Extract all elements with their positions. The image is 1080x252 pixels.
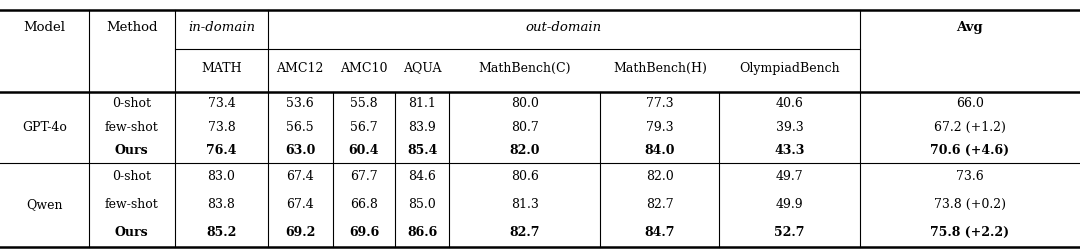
Text: MathBench(H): MathBench(H) [613, 61, 706, 75]
Text: AMC12: AMC12 [276, 61, 324, 75]
Text: 84.0: 84.0 [645, 144, 675, 157]
Text: 69.2: 69.2 [285, 226, 315, 239]
Text: 0-shot: 0-shot [112, 170, 151, 183]
Text: few-shot: few-shot [105, 198, 159, 211]
Text: few-shot: few-shot [105, 121, 159, 134]
Text: 0-shot: 0-shot [112, 97, 151, 110]
Text: Ours: Ours [114, 144, 149, 157]
Text: MathBench(C): MathBench(C) [478, 61, 571, 75]
Text: 40.6: 40.6 [775, 97, 804, 110]
Text: 67.2 (+1.2): 67.2 (+1.2) [934, 121, 1005, 134]
Text: Qwen: Qwen [26, 198, 63, 211]
Text: 52.7: 52.7 [774, 226, 805, 239]
Text: out-domain: out-domain [526, 21, 602, 34]
Text: 75.8 (+2.2): 75.8 (+2.2) [930, 226, 1010, 239]
Text: Ours: Ours [114, 226, 149, 239]
Text: 43.3: 43.3 [774, 144, 805, 157]
Text: AMC10: AMC10 [340, 61, 388, 75]
Text: 49.7: 49.7 [775, 170, 804, 183]
Text: 83.9: 83.9 [408, 121, 436, 134]
Text: 82.0: 82.0 [510, 144, 540, 157]
Text: 82.7: 82.7 [510, 226, 540, 239]
Text: 67.7: 67.7 [350, 170, 378, 183]
Text: 70.6 (+4.6): 70.6 (+4.6) [930, 144, 1010, 157]
Text: 81.3: 81.3 [511, 198, 539, 211]
Text: 81.1: 81.1 [408, 97, 436, 110]
Text: 85.4: 85.4 [407, 144, 437, 157]
Text: 73.6: 73.6 [956, 170, 984, 183]
Text: 39.3: 39.3 [775, 121, 804, 134]
Text: 56.5: 56.5 [286, 121, 314, 134]
Text: 82.0: 82.0 [646, 170, 674, 183]
Text: 67.4: 67.4 [286, 170, 314, 183]
Text: 77.3: 77.3 [646, 97, 674, 110]
Text: 53.6: 53.6 [286, 97, 314, 110]
Text: 66.8: 66.8 [350, 198, 378, 211]
Text: 73.4: 73.4 [207, 97, 235, 110]
Text: 83.0: 83.0 [207, 170, 235, 183]
Text: 85.2: 85.2 [206, 226, 237, 239]
Text: 84.6: 84.6 [408, 170, 436, 183]
Text: 85.0: 85.0 [408, 198, 436, 211]
Text: 80.0: 80.0 [511, 97, 539, 110]
Text: 82.7: 82.7 [646, 198, 674, 211]
Text: 49.9: 49.9 [775, 198, 804, 211]
Text: AQUA: AQUA [403, 61, 442, 75]
Text: Method: Method [106, 21, 158, 34]
Text: 73.8: 73.8 [207, 121, 235, 134]
Text: 66.0: 66.0 [956, 97, 984, 110]
Text: 60.4: 60.4 [349, 144, 379, 157]
Text: 79.3: 79.3 [646, 121, 674, 134]
Text: 80.6: 80.6 [511, 170, 539, 183]
Text: 73.8 (+0.2): 73.8 (+0.2) [934, 198, 1005, 211]
Text: OlympiadBench: OlympiadBench [739, 61, 840, 75]
Text: 63.0: 63.0 [285, 144, 315, 157]
Text: 55.8: 55.8 [350, 97, 378, 110]
Text: 84.7: 84.7 [645, 226, 675, 239]
Text: 56.7: 56.7 [350, 121, 378, 134]
Text: 83.8: 83.8 [207, 198, 235, 211]
Text: GPT-4o: GPT-4o [22, 121, 67, 134]
Text: 76.4: 76.4 [206, 144, 237, 157]
Text: Avg: Avg [957, 21, 983, 34]
Text: Model: Model [24, 21, 65, 34]
Text: 69.6: 69.6 [349, 226, 379, 239]
Text: MATH: MATH [201, 61, 242, 75]
Text: 67.4: 67.4 [286, 198, 314, 211]
Text: 80.7: 80.7 [511, 121, 539, 134]
Text: 86.6: 86.6 [407, 226, 437, 239]
Text: in-domain: in-domain [188, 21, 255, 34]
